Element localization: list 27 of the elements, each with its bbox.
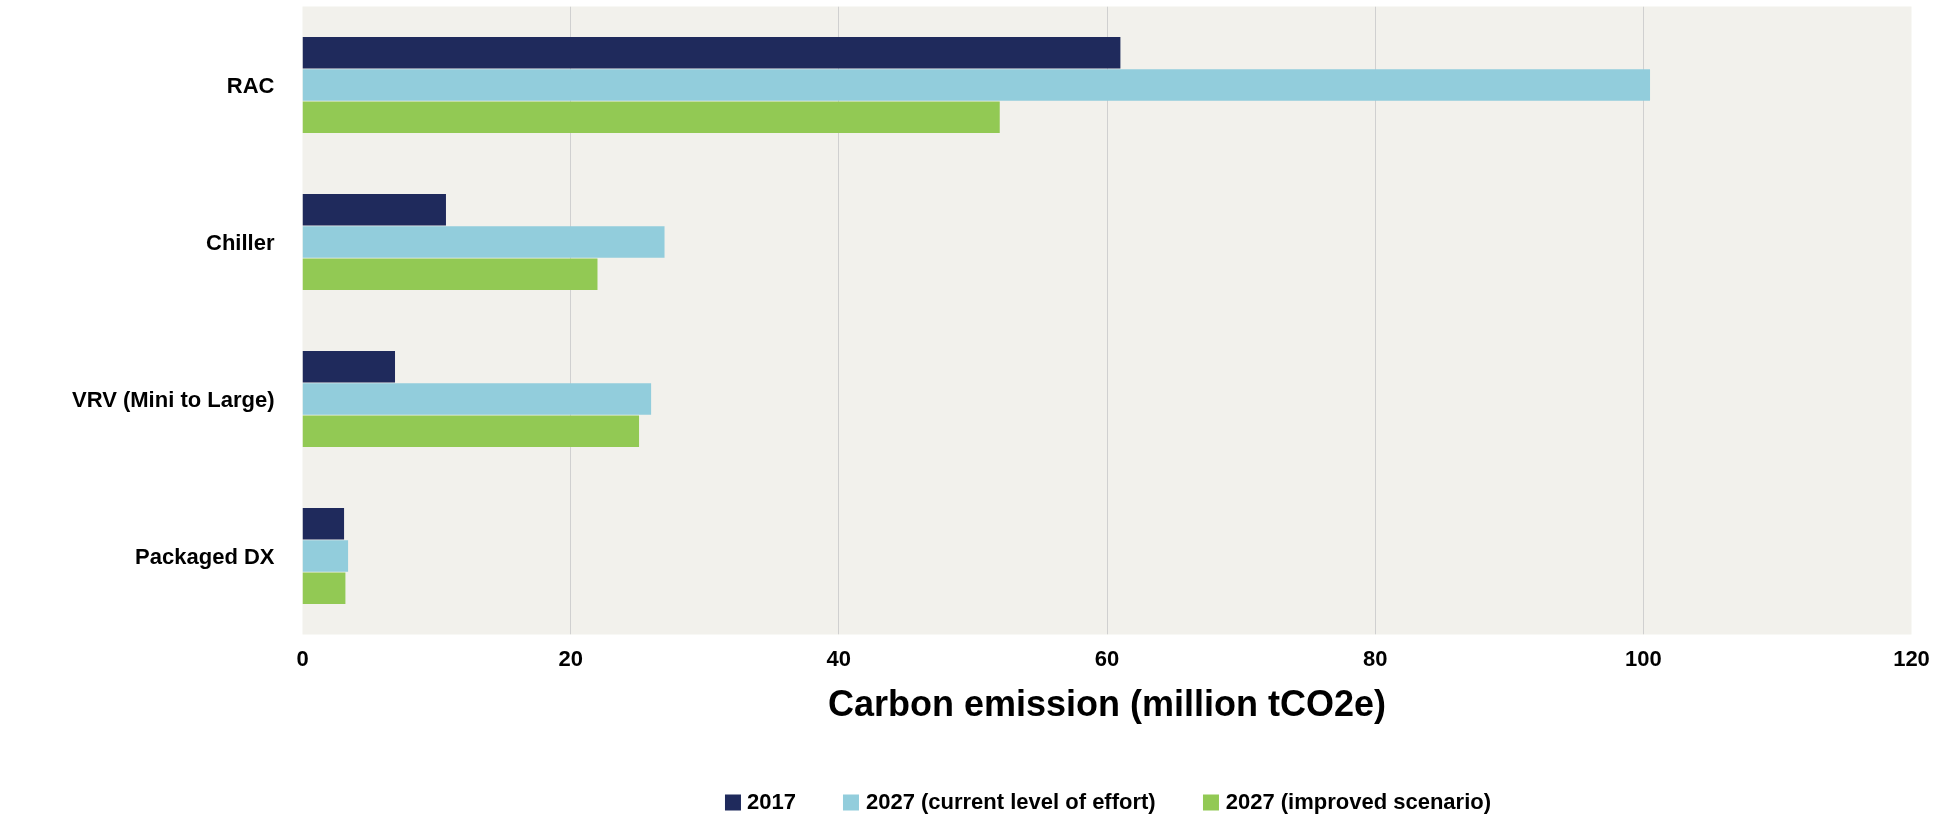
bar bbox=[302, 258, 598, 290]
bar bbox=[302, 508, 345, 540]
bar bbox=[302, 415, 640, 447]
legend-label: 2027 (improved scenario) bbox=[1225, 788, 1492, 815]
x-tick-label: 20 bbox=[558, 645, 583, 671]
y-tick-label: RAC bbox=[226, 72, 275, 98]
bar bbox=[302, 101, 1000, 133]
bar bbox=[302, 540, 349, 572]
x-tick-label: 100 bbox=[1624, 645, 1662, 671]
x-tick-label: 40 bbox=[826, 645, 852, 671]
legend-label: 2027 (current level of effort) bbox=[865, 788, 1156, 815]
bar bbox=[302, 383, 652, 415]
bar bbox=[302, 572, 346, 604]
x-tick-label: 120 bbox=[1893, 645, 1930, 671]
bar bbox=[302, 351, 396, 383]
x-tick-label: 60 bbox=[1094, 645, 1120, 671]
bar bbox=[302, 194, 446, 226]
x-axis-title: Carbon emission (million tCO2e) bbox=[827, 682, 1387, 724]
legend-label: 2017 bbox=[746, 788, 796, 815]
bar bbox=[302, 37, 1121, 69]
y-tick-label: Packaged DX bbox=[135, 543, 275, 569]
x-tick-label: 80 bbox=[1362, 645, 1388, 671]
bar bbox=[302, 226, 665, 258]
y-tick-label: VRV (Mini to Large) bbox=[72, 386, 275, 412]
y-tick-label: Chiller bbox=[206, 229, 275, 255]
x-tick-label: 0 bbox=[296, 645, 309, 671]
bar bbox=[302, 69, 1651, 101]
